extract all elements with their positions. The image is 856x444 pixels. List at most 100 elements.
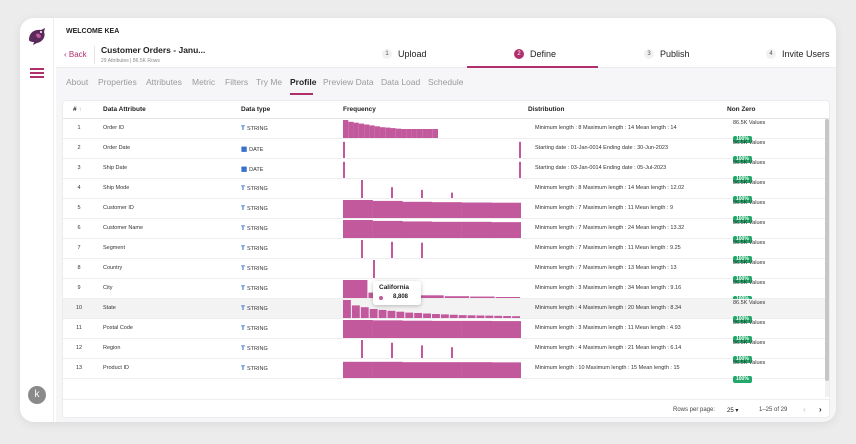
table-row[interactable]: 3 Ship Date ▦ DATE Starting date : 03-Jan-00… [63, 159, 829, 183]
sort-arrow-icon[interactable]: ↑ [78, 106, 82, 113]
row-index: 1 [77, 125, 81, 131]
frequency-sparkline[interactable] [343, 160, 521, 178]
tab-filters[interactable]: Filters [225, 77, 249, 87]
tab-preview-data[interactable]: Preview Data [323, 77, 374, 87]
step-invite-users[interactable]: 4 Invite Users [766, 40, 830, 68]
data-type: T STRING [241, 305, 268, 312]
data-type: T STRING [241, 325, 268, 332]
attribute-name: Product ID [103, 365, 129, 371]
percent-badge: 100% [733, 196, 752, 203]
distribution-text: Minimum length : 3 Maximum length : 34 M… [535, 285, 682, 291]
frequency-bar [491, 222, 521, 238]
percent-badge: 100% [733, 156, 752, 163]
table-row[interactable]: 6 Customer Name T STRING Minimum length : 7 … [63, 219, 829, 243]
non-zero-count: 86.5K Values [733, 340, 766, 346]
table-row[interactable]: 12 Region T STRING Minimum length : 4 Maximu… [63, 339, 829, 363]
frequency-bar [495, 297, 520, 298]
tab-schedule[interactable]: Schedule [428, 77, 464, 87]
col-frequency[interactable]: Frequency [343, 106, 376, 113]
col-data-attribute[interactable]: Data Attribute [103, 106, 146, 113]
frequency-bar [391, 187, 393, 198]
data-type-label: STRING [246, 286, 268, 292]
frequency-sparkline[interactable] [343, 280, 521, 298]
frequency-bar [449, 314, 458, 318]
frequency-bar [401, 129, 407, 138]
frequency-sparkline[interactable] [343, 260, 521, 278]
frequency-bar [343, 280, 368, 298]
frequency-bar [512, 316, 520, 318]
non-zero-count: 86.5K Values [733, 220, 766, 226]
frequency-bar [421, 242, 423, 258]
table-row[interactable]: 9 City T STRING Minimum length : 3 Maximum l… [63, 279, 829, 303]
profile-table: # ↑ Data Attribute Data type Frequency D… [62, 100, 830, 418]
frequency-bar [432, 221, 462, 238]
prev-page-icon[interactable]: ‹ [803, 405, 806, 414]
row-index: 10 [75, 305, 83, 311]
frequency-sparkline[interactable] [343, 140, 521, 158]
col-non-zero[interactable]: Non Zero [727, 106, 756, 113]
tab-profile[interactable]: Profile [290, 77, 317, 87]
non-zero-count: 86.5K Values [733, 200, 766, 206]
tab-try-me[interactable]: Try Me [256, 77, 283, 87]
frequency-sparkline[interactable] [343, 360, 521, 378]
step-publish[interactable]: 3 Publish [644, 40, 690, 68]
table-row[interactable]: 2 Order Date ▦ DATE Starting date : 01-Jan-0… [63, 139, 829, 163]
frequency-sparkline[interactable] [343, 180, 521, 198]
data-type-label: DATE [249, 147, 264, 153]
row-index: 2 [77, 145, 81, 151]
tab-data-load[interactable]: Data Load [381, 77, 421, 87]
frequency-bar [402, 221, 433, 238]
frequency-sparkline[interactable] [343, 120, 521, 138]
table-row[interactable]: 8 Country T STRING Minimum length : 7 Maximu… [63, 259, 829, 283]
rows-per-page-select[interactable]: 25 ▾ [727, 408, 739, 414]
row-index: 6 [77, 225, 81, 231]
bird-logo-icon[interactable] [26, 26, 48, 46]
row-index: 13 [75, 365, 83, 371]
frequency-bar [519, 161, 521, 178]
table-row[interactable]: 13 Product ID T STRING Minimum length : 10 M… [63, 359, 829, 383]
avatar[interactable]: k [28, 386, 46, 404]
table-row[interactable]: 5 Customer ID T STRING Minimum length : 7 Ma… [63, 199, 829, 223]
frequency-sparkline[interactable] [343, 220, 521, 238]
data-type-label: STRING [246, 366, 268, 372]
non-zero-count: 86.5K Values [733, 160, 766, 166]
col-index[interactable]: # ↑ [73, 106, 82, 113]
col-data-type[interactable]: Data type [241, 106, 271, 113]
attribute-name: Postal Code [103, 325, 133, 331]
frequency-bar [470, 296, 495, 298]
percent-badge: 100% [733, 316, 752, 323]
table-row[interactable]: 10 State T STRING Minimum length : 4 Maximum… [63, 299, 829, 323]
back-button[interactable]: ‹ Back [64, 50, 87, 59]
tab-about[interactable]: About [66, 77, 89, 87]
data-type-label: STRING [246, 246, 268, 252]
step-upload[interactable]: 1 Upload [382, 40, 427, 68]
col-distribution[interactable]: Distribution [528, 106, 565, 113]
menu-icon[interactable] [30, 68, 44, 78]
frequency-bar [387, 310, 396, 318]
step-define[interactable]: 2 Define [514, 40, 556, 68]
frequency-sparkline[interactable] [343, 320, 521, 338]
table-row[interactable]: 11 Postal Code T STRING Minimum length : 3 M… [63, 319, 829, 343]
distribution-text: Minimum length : 8 Maximum length : 14 M… [535, 185, 685, 191]
frequency-sparkline[interactable] [343, 240, 521, 258]
table-row[interactable]: 7 Segment T STRING Minimum length : 7 Maximu… [63, 239, 829, 263]
distribution-text: Minimum length : 10 Maximum length : 15 … [535, 365, 680, 371]
frequency-bar [374, 126, 380, 138]
frequency-bar [432, 129, 438, 138]
frequency-bar [461, 362, 492, 378]
frequency-bar [416, 129, 423, 138]
table-row[interactable]: 1 Order ID T STRING Minimum length : 8 Maxim… [63, 119, 829, 143]
active-tab-indicator [290, 93, 313, 95]
frequency-bar [396, 311, 405, 318]
data-type-label: STRING [246, 226, 268, 232]
text-type-icon: T [241, 225, 245, 232]
frequency-sparkline[interactable] [343, 340, 521, 358]
scrollbar-thumb[interactable] [825, 119, 829, 381]
frequency-sparkline[interactable] [343, 200, 521, 218]
tab-properties[interactable]: Properties [98, 77, 137, 87]
tab-attributes[interactable]: Attributes [146, 77, 182, 87]
tab-metric[interactable]: Metric [192, 77, 216, 87]
next-page-icon[interactable]: › [819, 405, 822, 414]
table-row[interactable]: 4 Ship Mode T STRING Minimum length : 8 Maxi… [63, 179, 829, 203]
frequency-sparkline[interactable] [343, 300, 521, 318]
